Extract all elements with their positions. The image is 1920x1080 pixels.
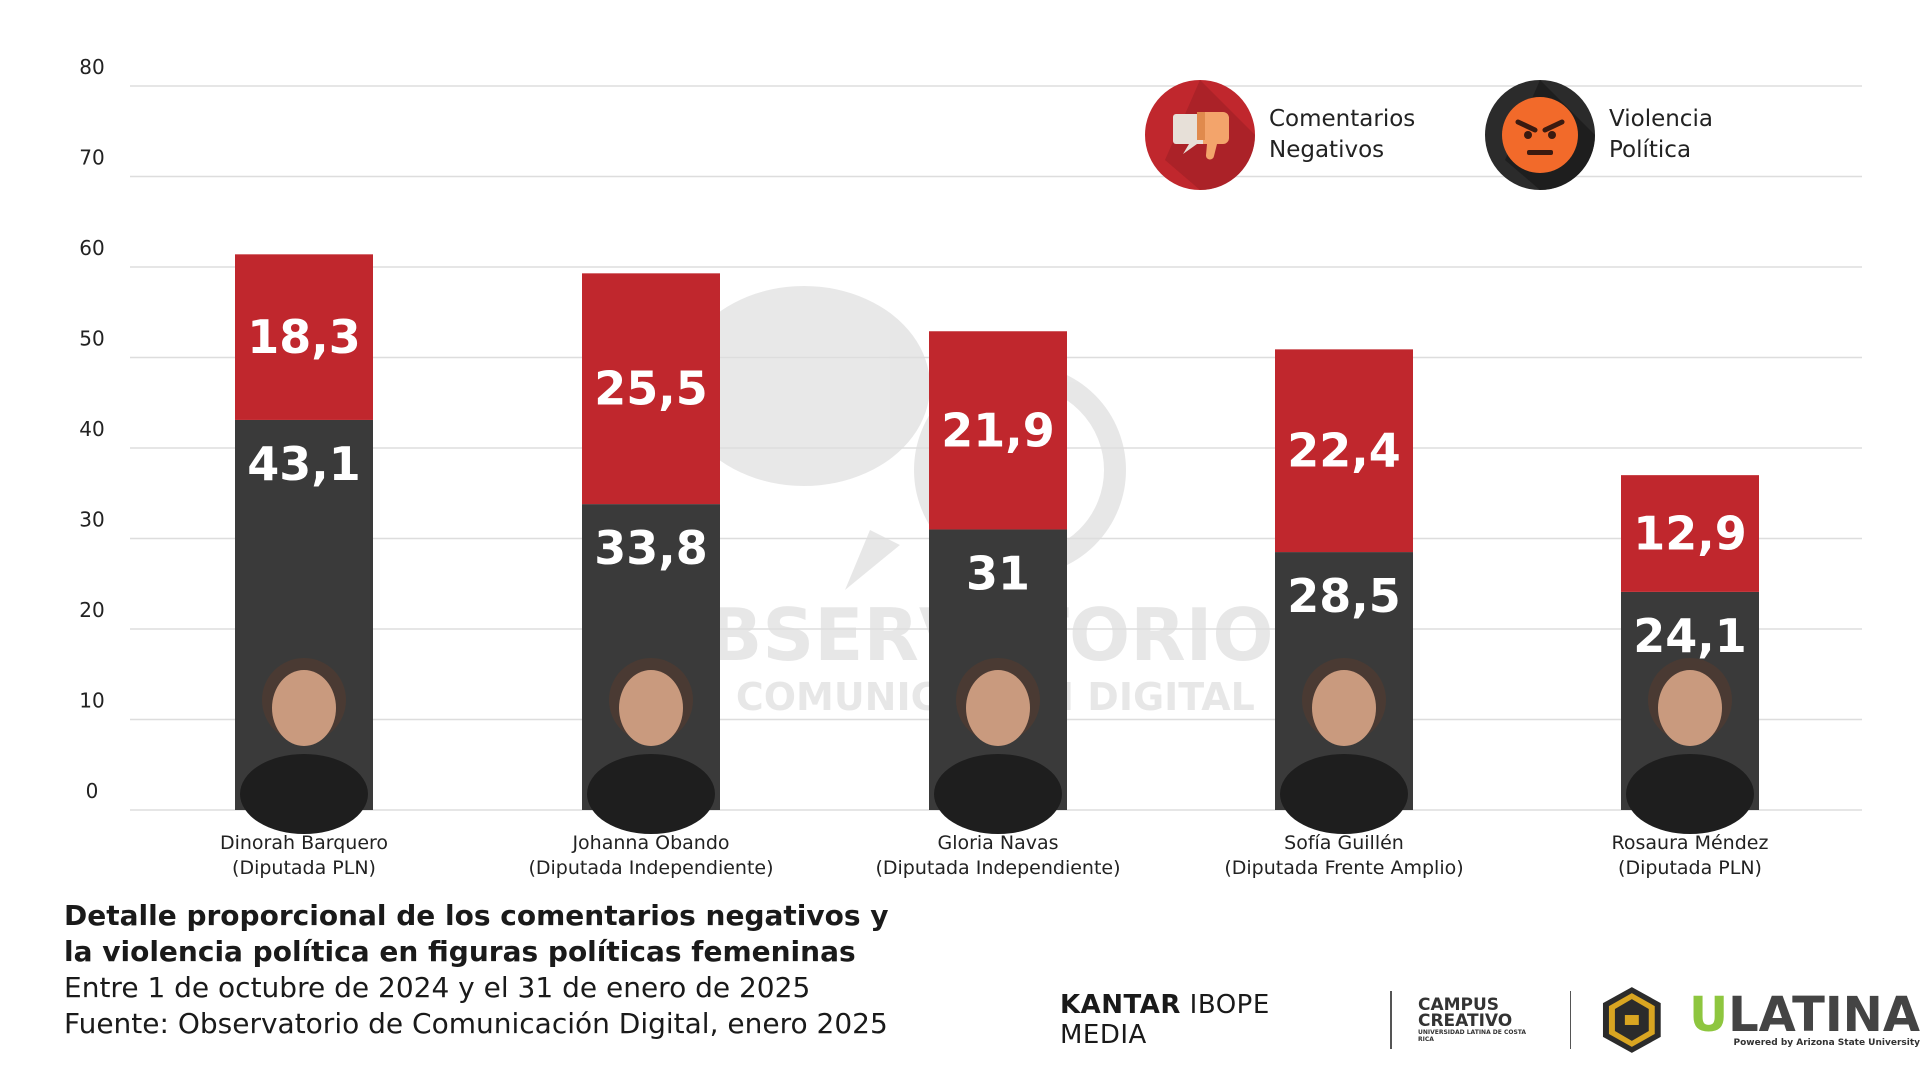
bar-segment [582, 273, 720, 505]
legend-violence-line2: Política [1609, 137, 1692, 163]
bar-segment [1275, 349, 1413, 553]
y-tick-label: 10 [79, 689, 104, 713]
data-label: 18,3 [247, 310, 361, 364]
logo-divider [1569, 991, 1572, 1049]
watermark-speech-bubble [678, 285, 930, 590]
category-name-label: Sofía Guillén [1284, 832, 1404, 854]
legend-negative: Comentarios Negativos [1145, 80, 1415, 190]
caption-source: Fuente: Observatorio de Comunicación Dig… [64, 1007, 888, 1040]
y-tick-label: 50 [79, 327, 104, 351]
bar-segment [929, 331, 1067, 530]
y-tick-label: 20 [79, 598, 104, 622]
caption-title-line2: la violencia política en figuras polític… [64, 935, 856, 968]
bars: 43,1 18,3 33,8 25,5 31 21,9 28,5 22,4 24,1 12,9 [235, 254, 1759, 834]
campus-logo-line1: CAMPUS [1417, 995, 1500, 1015]
data-label: 43,1 [247, 437, 361, 491]
data-label: 21,9 [941, 403, 1055, 457]
y-tick-label: 30 [79, 508, 104, 532]
category-name-label: Gloria Navas [937, 832, 1058, 854]
kantar-logo-bold: KANTAR [1060, 990, 1181, 1020]
data-label: 28,5 [1287, 569, 1401, 623]
logo-divider [1390, 991, 1392, 1049]
ulatina-logo: ULATINA Powered by Arizona State Univers… [1689, 991, 1920, 1048]
kantar-ibope-logo: KANTAR IBOPE MEDIA [1060, 990, 1364, 1050]
portrait-avatar [934, 658, 1062, 834]
category-role-label: (Diputada Frente Amplio) [1224, 857, 1463, 879]
data-label: 24,1 [1633, 609, 1747, 663]
qs-badge-logo [1603, 987, 1662, 1053]
legend-violence-label: Violencia Política [1609, 104, 1713, 166]
kantar-logo-rest: IBOPE MEDIA [1060, 990, 1270, 1050]
portrait-avatar [240, 658, 368, 834]
y-axis-ticks: 0 10 20 30 40 50 60 70 80 [79, 55, 104, 803]
data-label: 12,9 [1633, 507, 1747, 561]
legend-negative-label: Comentarios Negativos [1269, 104, 1415, 166]
data-label: 25,5 [594, 362, 708, 416]
y-tick-label: 0 [86, 779, 99, 803]
ulatina-logo-sub: Powered by Arizona State University [1733, 1038, 1920, 1048]
category-role-label: (Diputada Independiente) [875, 857, 1120, 879]
y-tick-label: 80 [79, 55, 104, 79]
category-role-label: (Diputada PLN) [1618, 857, 1762, 879]
campus-logo-line2: CREATIVO [1417, 1011, 1513, 1031]
category-role-label: (Diputada Independiente) [528, 857, 773, 879]
campus-logo-sub: UNIVERSIDAD LATINA DE COSTA RICA [1417, 1029, 1527, 1043]
caption-period: Entre 1 de octubre de 2024 y el 31 de en… [64, 971, 811, 1004]
y-tick-label: 70 [79, 146, 104, 170]
legend-violence: Violencia Política [1485, 80, 1713, 190]
ulatina-logo-u: U [1689, 987, 1729, 1043]
data-label: 33,8 [594, 521, 708, 575]
portrait-avatar [587, 658, 715, 834]
bar-segment [1621, 475, 1759, 592]
portrait-avatar [1280, 658, 1408, 834]
bar-segment [235, 254, 373, 420]
sponsor-logos: KANTAR IBOPE MEDIA CAMPUS CREATIVO UNIVE… [1060, 980, 1920, 1060]
category-role-label: (Diputada PLN) [232, 857, 376, 879]
legend-violence-line1: Violencia [1609, 106, 1713, 132]
data-label: 22,4 [1287, 424, 1401, 478]
category-name-label: Johanna Obando [571, 832, 729, 854]
ulatina-logo-rest: LATINA [1728, 987, 1920, 1043]
category-name-label: Rosaura Méndez [1612, 832, 1769, 854]
angry-face-icon [1485, 80, 1595, 190]
y-tick-label: 60 [79, 236, 104, 260]
category-name-label: Dinorah Barquero [220, 832, 388, 854]
data-label: 31 [966, 546, 1030, 600]
legend-negative-line2: Negativos [1269, 137, 1385, 163]
legend-negative-line1: Comentarios [1269, 106, 1416, 132]
campus-creativo-logo: CAMPUS CREATIVO UNIVERSIDAD LATINA DE CO… [1417, 995, 1544, 1044]
caption-title-line1: Detalle proporcional de los comentarios … [64, 899, 889, 932]
thumbs-down-icon [1145, 80, 1255, 190]
y-tick-label: 40 [79, 417, 104, 441]
x-axis-labels: Dinorah Barquero (Diputada PLN) Johanna Ob… [220, 832, 1769, 879]
portrait-avatar [1626, 658, 1754, 834]
chart-caption: Detalle proporcional de los comentarios … [64, 898, 889, 1042]
